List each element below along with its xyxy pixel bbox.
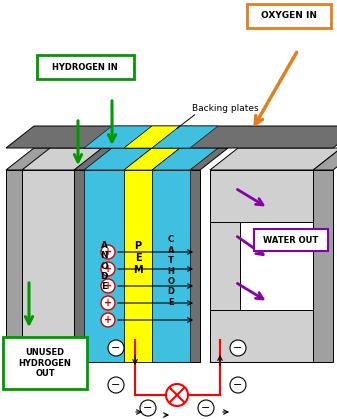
Polygon shape (84, 126, 152, 148)
FancyBboxPatch shape (37, 55, 134, 79)
Text: −: − (201, 403, 211, 413)
Circle shape (140, 400, 156, 416)
Polygon shape (210, 170, 313, 362)
Polygon shape (6, 148, 56, 170)
Text: WATER OUT: WATER OUT (264, 235, 318, 245)
Text: −: − (111, 380, 121, 390)
Polygon shape (210, 170, 313, 222)
Text: −: − (143, 403, 153, 413)
Polygon shape (124, 148, 180, 170)
Circle shape (230, 340, 246, 356)
Text: −: − (233, 380, 243, 390)
Polygon shape (152, 148, 218, 170)
Polygon shape (152, 126, 218, 148)
Text: +: + (104, 264, 112, 274)
FancyBboxPatch shape (3, 337, 87, 389)
Text: C
A
T
H
O
D
E: C A T H O D E (167, 235, 175, 307)
Polygon shape (313, 148, 337, 170)
Polygon shape (152, 170, 190, 362)
Circle shape (198, 400, 214, 416)
Polygon shape (6, 170, 28, 362)
Circle shape (101, 296, 115, 310)
Circle shape (101, 313, 115, 327)
Polygon shape (240, 222, 313, 310)
Polygon shape (22, 170, 84, 362)
Text: +: + (104, 247, 112, 257)
Text: UNUSED
HYDROGEN
OUT: UNUSED HYDROGEN OUT (19, 348, 71, 378)
Circle shape (101, 262, 115, 276)
Circle shape (101, 245, 115, 259)
Text: OXYGEN IN: OXYGEN IN (261, 11, 317, 21)
Polygon shape (22, 148, 112, 170)
Text: +: + (104, 298, 112, 308)
Polygon shape (84, 170, 124, 362)
Text: −: − (233, 343, 243, 353)
Polygon shape (6, 126, 337, 148)
Polygon shape (124, 126, 180, 148)
Text: HYDROGEN IN: HYDROGEN IN (52, 62, 118, 72)
Polygon shape (313, 170, 333, 362)
Polygon shape (74, 170, 200, 362)
Polygon shape (124, 170, 152, 362)
FancyBboxPatch shape (247, 4, 331, 28)
Polygon shape (210, 148, 337, 170)
Text: +: + (104, 281, 112, 291)
Polygon shape (210, 310, 313, 362)
Text: P
E
M: P E M (133, 241, 143, 274)
Polygon shape (74, 148, 228, 170)
Text: Backing plates: Backing plates (192, 103, 258, 112)
FancyBboxPatch shape (254, 229, 328, 251)
Circle shape (108, 340, 124, 356)
Circle shape (166, 384, 188, 406)
Text: −: − (111, 343, 121, 353)
Polygon shape (210, 170, 240, 362)
Text: +: + (104, 315, 112, 325)
Circle shape (108, 377, 124, 393)
Circle shape (230, 377, 246, 393)
Circle shape (101, 279, 115, 293)
Text: A
N
O
D
E: A N O D E (100, 241, 108, 291)
Polygon shape (84, 148, 152, 170)
